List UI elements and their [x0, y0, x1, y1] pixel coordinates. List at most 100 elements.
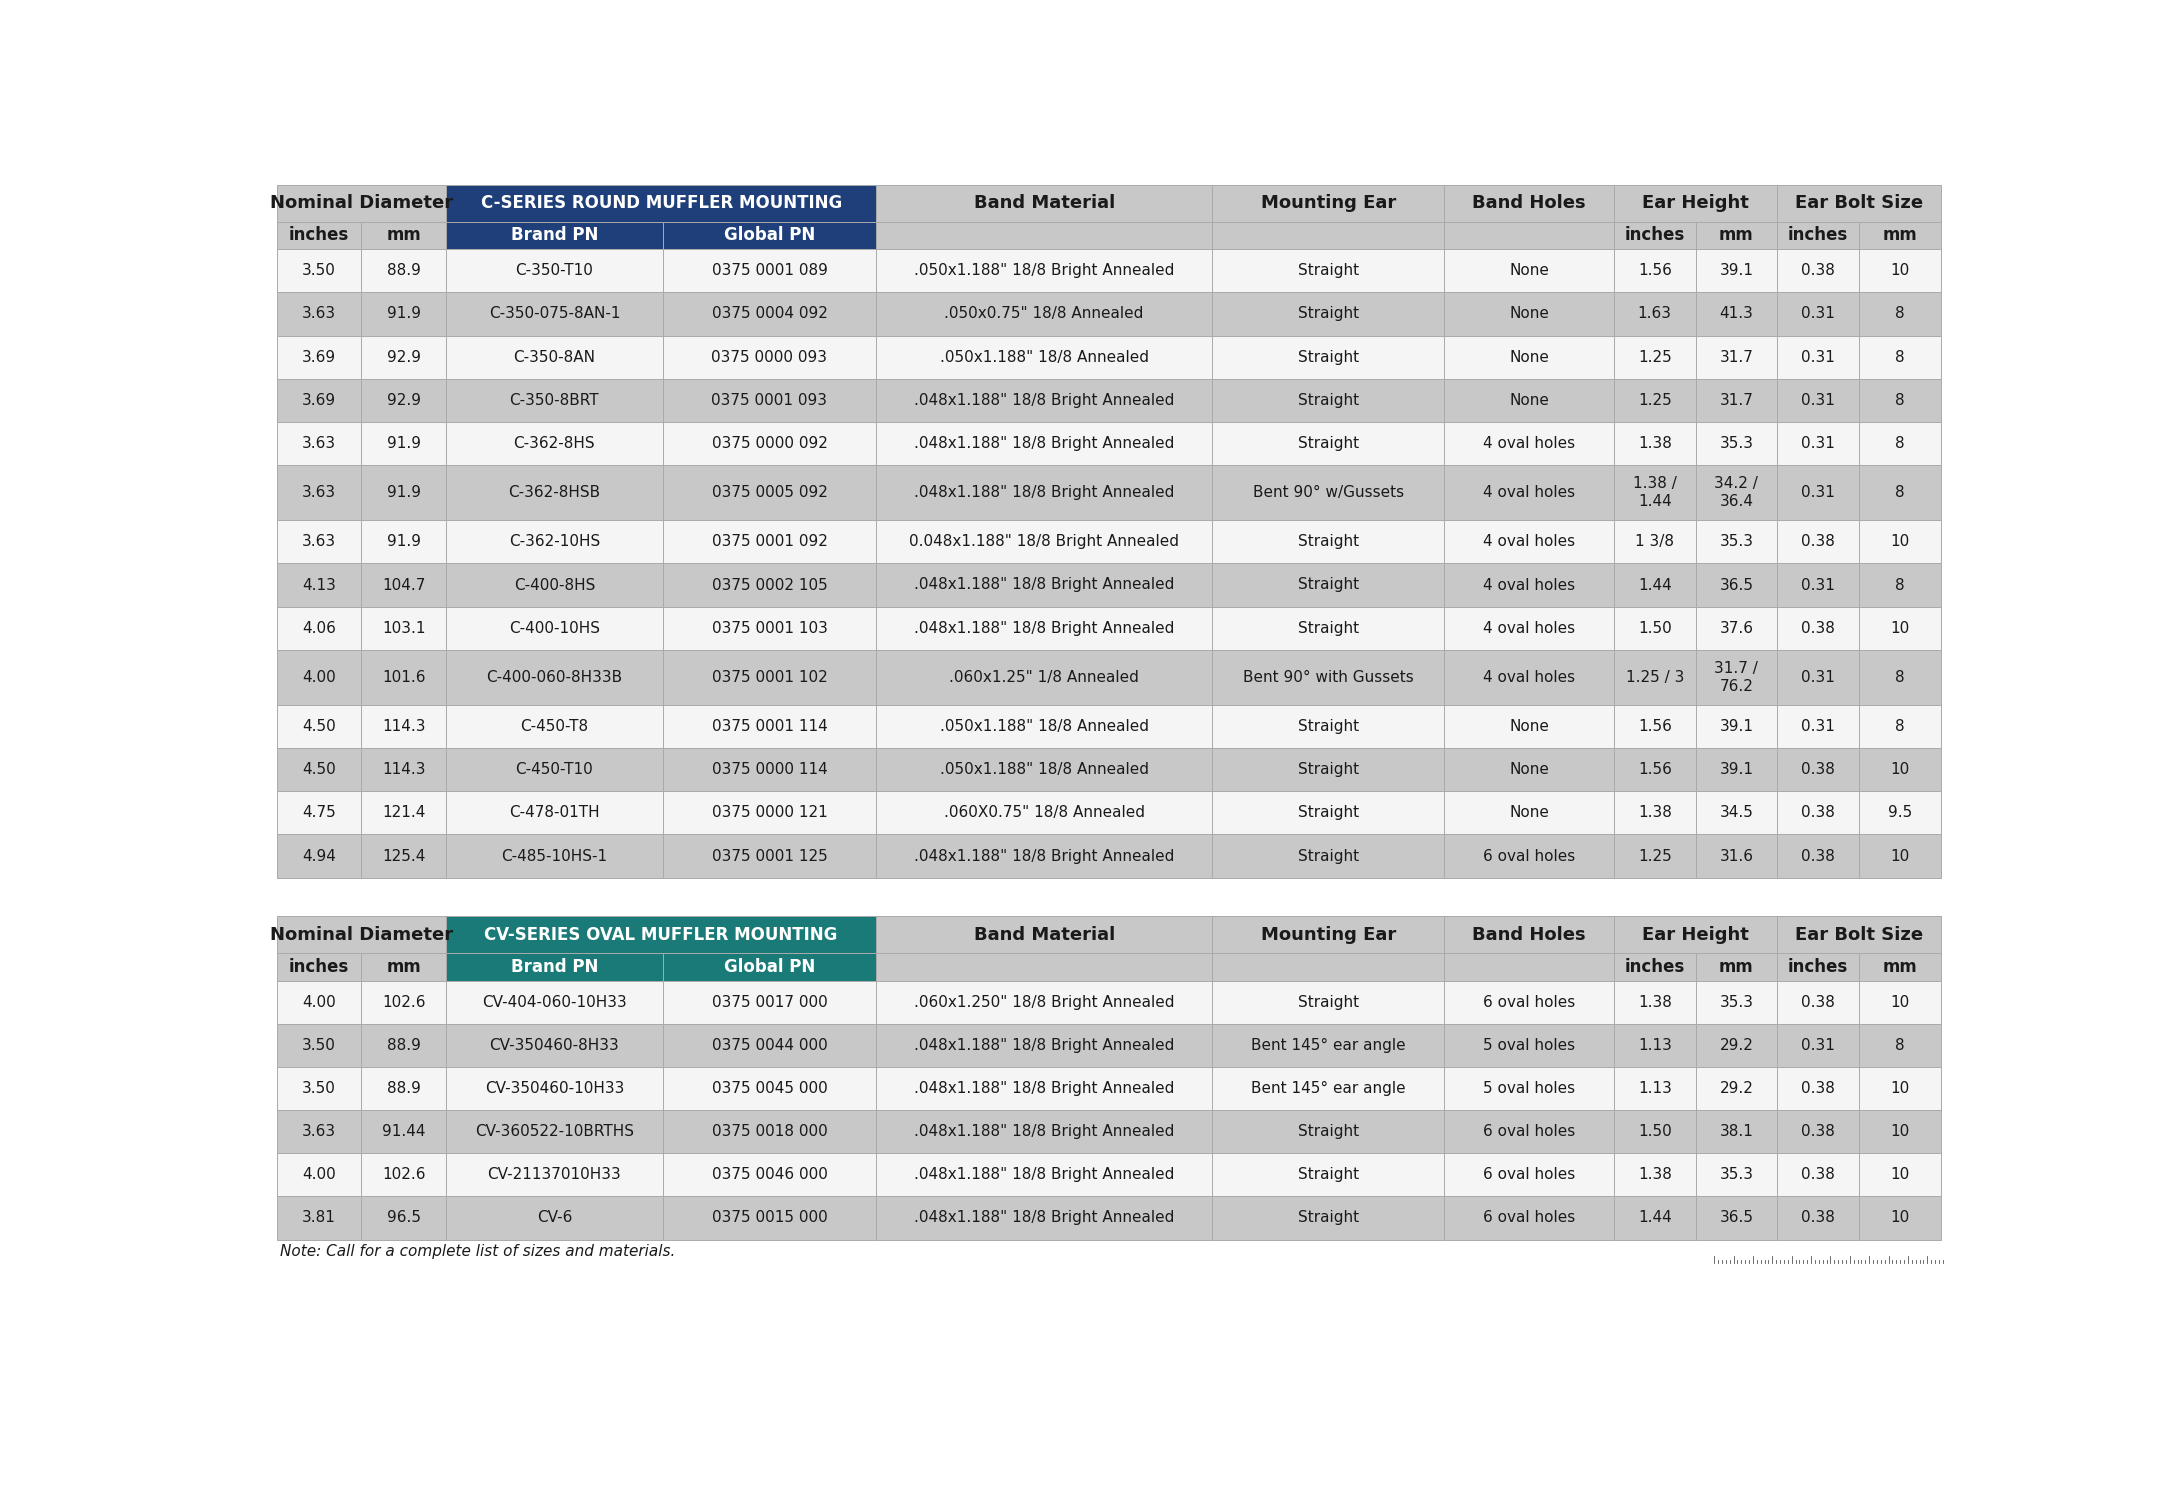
- Text: 1.63: 1.63: [1637, 306, 1672, 321]
- Text: .050x1.188" 18/8 Annealed: .050x1.188" 18/8 Annealed: [939, 763, 1149, 778]
- Bar: [361, 1111, 446, 1154]
- Bar: [1614, 520, 1696, 564]
- Text: 0.31: 0.31: [1802, 671, 1834, 686]
- Text: C-362-8HSB: C-362-8HSB: [508, 485, 601, 500]
- Bar: [446, 834, 662, 877]
- Bar: [1211, 422, 1445, 465]
- Bar: [1858, 564, 1940, 607]
- Bar: [277, 916, 446, 953]
- Bar: [1445, 564, 1614, 607]
- Bar: [277, 1111, 361, 1154]
- Text: Straight: Straight: [1298, 349, 1358, 364]
- Text: 1.38: 1.38: [1637, 806, 1672, 821]
- Bar: [662, 834, 876, 877]
- Bar: [876, 607, 1211, 650]
- Text: C-350-T10: C-350-T10: [515, 263, 593, 278]
- Text: 0375 0001 102: 0375 0001 102: [712, 671, 828, 686]
- Bar: [1858, 465, 1940, 520]
- Bar: [1778, 953, 1858, 981]
- Text: 3.63: 3.63: [303, 436, 335, 451]
- Text: CV-SERIES OVAL MUFFLER MOUNTING: CV-SERIES OVAL MUFFLER MOUNTING: [485, 925, 837, 944]
- Text: .048x1.188" 18/8 Bright Annealed: .048x1.188" 18/8 Bright Annealed: [915, 1124, 1175, 1139]
- Bar: [1778, 293, 1858, 336]
- Text: 102.6: 102.6: [383, 995, 426, 1010]
- Bar: [1211, 953, 1445, 981]
- Text: C-400-060-8H33B: C-400-060-8H33B: [487, 671, 623, 686]
- Text: 0.38: 0.38: [1802, 806, 1834, 821]
- Text: 0375 0017 000: 0375 0017 000: [712, 995, 828, 1010]
- Bar: [1778, 465, 1858, 520]
- Bar: [1614, 250, 1696, 293]
- Text: 6 oval holes: 6 oval holes: [1484, 849, 1575, 864]
- Text: 6 oval holes: 6 oval holes: [1484, 1167, 1575, 1182]
- Text: CV-21137010H33: CV-21137010H33: [487, 1167, 621, 1182]
- Bar: [361, 981, 446, 1025]
- Text: 0.38: 0.38: [1802, 1210, 1834, 1225]
- Bar: [1211, 1154, 1445, 1197]
- Text: 8: 8: [1895, 1038, 1903, 1053]
- Bar: [1211, 184, 1445, 222]
- Bar: [1614, 422, 1696, 465]
- Text: None: None: [1510, 720, 1549, 735]
- Text: 4 oval holes: 4 oval holes: [1484, 620, 1575, 635]
- Text: 35.3: 35.3: [1720, 1167, 1754, 1182]
- Text: None: None: [1510, 306, 1549, 321]
- Bar: [662, 1154, 876, 1197]
- Bar: [1696, 650, 1778, 705]
- Bar: [662, 293, 876, 336]
- Text: 91.9: 91.9: [387, 436, 422, 451]
- Bar: [1696, 520, 1778, 564]
- Bar: [1696, 791, 1778, 834]
- Text: Mounting Ear: Mounting Ear: [1261, 195, 1395, 213]
- Bar: [1445, 705, 1614, 748]
- Bar: [361, 1197, 446, 1240]
- Bar: [1211, 650, 1445, 705]
- Text: Straight: Straight: [1298, 763, 1358, 778]
- Bar: [1614, 1068, 1696, 1111]
- Bar: [876, 379, 1211, 422]
- Bar: [1211, 336, 1445, 379]
- Text: 34.2 /
36.4: 34.2 / 36.4: [1715, 476, 1759, 509]
- Bar: [662, 650, 876, 705]
- Bar: [1614, 293, 1696, 336]
- Bar: [876, 705, 1211, 748]
- Text: Nominal Diameter: Nominal Diameter: [270, 195, 452, 213]
- Bar: [1445, 422, 1614, 465]
- Bar: [277, 250, 361, 293]
- Text: .060x1.25" 1/8 Annealed: .060x1.25" 1/8 Annealed: [950, 671, 1140, 686]
- Text: 10: 10: [1890, 263, 1910, 278]
- Bar: [361, 336, 446, 379]
- Bar: [1614, 564, 1696, 607]
- Bar: [1445, 1197, 1614, 1240]
- Text: None: None: [1510, 349, 1549, 364]
- Text: 3.69: 3.69: [303, 349, 335, 364]
- Bar: [1696, 222, 1778, 250]
- Text: mm: mm: [1720, 226, 1754, 244]
- Bar: [662, 705, 876, 748]
- Bar: [1211, 916, 1445, 953]
- Bar: [1211, 465, 1445, 520]
- Text: Mounting Ear: Mounting Ear: [1261, 925, 1395, 944]
- Text: 6 oval holes: 6 oval holes: [1484, 1210, 1575, 1225]
- Text: 3.69: 3.69: [303, 393, 335, 407]
- Text: Ear Bolt Size: Ear Bolt Size: [1795, 925, 1923, 944]
- Text: 88.9: 88.9: [387, 1081, 420, 1096]
- Bar: [1696, 1025, 1778, 1068]
- Bar: [876, 465, 1211, 520]
- Bar: [1696, 465, 1778, 520]
- Bar: [1778, 1068, 1858, 1111]
- Bar: [1696, 748, 1778, 791]
- Bar: [277, 336, 361, 379]
- Text: 0375 0000 093: 0375 0000 093: [712, 349, 828, 364]
- Text: 1.56: 1.56: [1637, 720, 1672, 735]
- Text: 0375 0001 092: 0375 0001 092: [712, 534, 828, 549]
- Bar: [876, 953, 1211, 981]
- Text: 0.31: 0.31: [1802, 1038, 1834, 1053]
- Text: 8: 8: [1895, 306, 1903, 321]
- Text: 1.25: 1.25: [1637, 849, 1672, 864]
- Bar: [277, 1197, 361, 1240]
- Bar: [1858, 250, 1940, 293]
- Bar: [1445, 791, 1614, 834]
- Bar: [1858, 1111, 1940, 1154]
- Bar: [1858, 834, 1940, 877]
